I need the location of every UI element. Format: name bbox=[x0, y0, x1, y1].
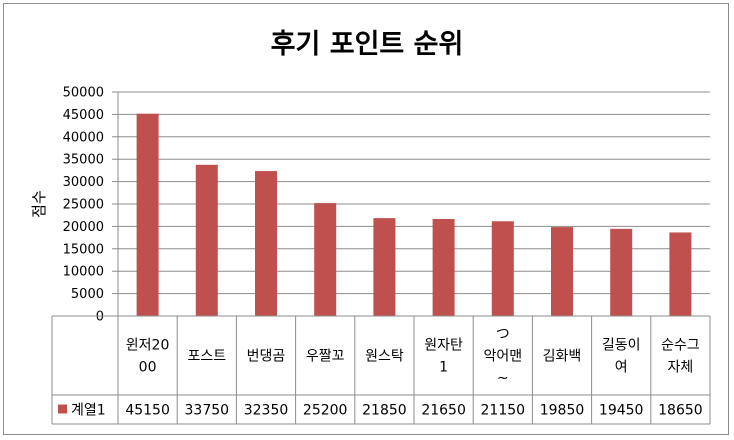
bar bbox=[669, 232, 692, 316]
x-tick-label: 원자탄 1 bbox=[424, 338, 463, 376]
x-tick-label: 우짤꼬 bbox=[306, 349, 345, 365]
data-label: 19850 bbox=[540, 403, 585, 419]
y-tick-label: 5000 bbox=[71, 287, 104, 302]
bar bbox=[432, 219, 455, 316]
data-label: 32350 bbox=[244, 403, 289, 419]
bar bbox=[314, 203, 337, 316]
y-tick-label: 45000 bbox=[63, 108, 104, 123]
x-tick-label: 원스탁 bbox=[365, 349, 404, 365]
bars bbox=[136, 113, 692, 316]
x-tick-label: 김화백 bbox=[543, 349, 582, 365]
data-label: 21850 bbox=[362, 403, 407, 419]
bar bbox=[136, 113, 159, 316]
data-label: 45150 bbox=[125, 403, 170, 419]
x-tick-label: 포스트 bbox=[187, 349, 226, 365]
y-tick-label: 20000 bbox=[63, 220, 104, 235]
data-label: 25200 bbox=[303, 403, 348, 419]
data-label: 21650 bbox=[421, 403, 466, 419]
x-tick-label: 순수그 자체 bbox=[661, 338, 700, 376]
y-tick-label: 10000 bbox=[63, 265, 104, 280]
bar bbox=[373, 218, 396, 316]
y-tick-label: 30000 bbox=[63, 175, 104, 190]
data-table: 윈저20 00 포스트 번댕곰 우짤꼬 원스탁 원자탄 1 つ 악어맨 ~ 김화백 길동이 여 순수그 자체 4… bbox=[51, 315, 711, 425]
bar bbox=[551, 227, 573, 316]
y-tick-label: 35000 bbox=[63, 153, 104, 168]
x-tick-label: 번댕곰 bbox=[247, 349, 286, 365]
data-label: 19450 bbox=[599, 403, 644, 419]
y-tick-label: 25000 bbox=[63, 198, 104, 213]
legend-swatch bbox=[58, 404, 67, 414]
legend-label: 계열1 bbox=[71, 403, 106, 419]
data-label: 33750 bbox=[185, 403, 230, 419]
y-tick-label: 50000 bbox=[63, 86, 104, 101]
chart-title: 후기 포인트 순위 bbox=[270, 29, 464, 60]
y-axis-label: 점수 bbox=[30, 190, 48, 218]
y-tick-label: 0 bbox=[96, 310, 104, 325]
x-tick-label: つ 악어맨 ~ bbox=[483, 327, 522, 387]
bar bbox=[610, 228, 633, 316]
bar bbox=[255, 171, 277, 316]
y-tick-label: 15000 bbox=[63, 242, 104, 257]
x-tick-label: 윈저20 00 bbox=[126, 338, 170, 376]
y-axis-ticks: 0 5000 10000 15000 20000 25000 30000 35000 40000… bbox=[63, 86, 119, 325]
data-label: 21150 bbox=[481, 403, 526, 419]
bar bbox=[195, 164, 218, 316]
x-tick-label: 길동이 여 bbox=[602, 338, 641, 376]
chart-frame bbox=[3, 3, 729, 435]
y-tick-label: 40000 bbox=[63, 130, 104, 145]
bar bbox=[491, 221, 514, 316]
data-label: 18650 bbox=[658, 403, 703, 419]
